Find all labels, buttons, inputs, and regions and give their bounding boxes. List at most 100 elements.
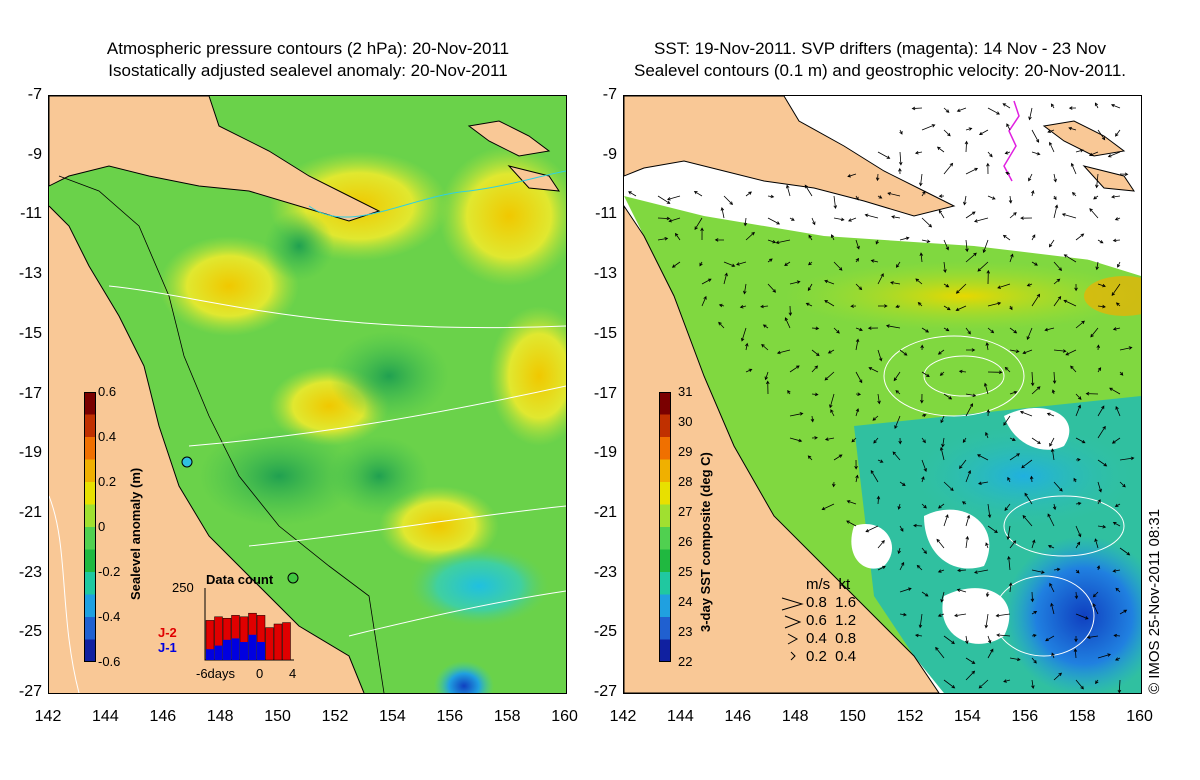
velocity-vector (1115, 302, 1121, 307)
velocity-vector (987, 525, 998, 534)
velocity-vector (987, 151, 993, 158)
right-title-line2: Sealevel contours (0.1 m) and geostrophi… (634, 61, 1126, 80)
velocity-vector (987, 648, 994, 659)
velocity-vector (833, 261, 843, 271)
inset-xlabel-zero: 0 (256, 666, 264, 681)
velocity-vector (872, 415, 879, 421)
velocity-vector (1047, 129, 1055, 133)
velocity-vector (1097, 129, 1106, 141)
velocity-vector (743, 283, 747, 295)
velocity-vector (986, 162, 990, 175)
inset-bar-j1 (206, 649, 214, 660)
velocity-vector (899, 612, 907, 617)
velocity-vector (1031, 437, 1041, 445)
velocity-vector (978, 679, 989, 689)
velocity-vector (832, 481, 836, 488)
x-tick-label: 152 (896, 708, 924, 725)
velocity-vector (1009, 437, 1016, 441)
colorbar-segment (84, 392, 96, 415)
velocity-vector (1119, 172, 1129, 177)
velocity-vector (987, 301, 1002, 307)
velocity-vector (983, 382, 989, 395)
velocity-vector (1119, 547, 1131, 556)
colorbar-tick-label: 29 (678, 444, 693, 459)
velocity-vector (1071, 191, 1077, 197)
velocity-vector (965, 635, 969, 645)
velocity-legend-row-3: 0.4 0.8 (806, 630, 857, 647)
y-tick-label: -21 (18, 503, 42, 521)
sealevel-high-4 (489, 306, 566, 446)
velocity-vector (973, 217, 989, 223)
colorbar-segment (84, 572, 96, 595)
velocity-vector (767, 239, 777, 244)
velocity-vector (1031, 189, 1035, 197)
velocity-vector (921, 591, 929, 597)
velocity-vector (787, 389, 791, 395)
velocity-vector (962, 437, 967, 443)
velocity-vector (784, 317, 791, 329)
velocity-vector (986, 409, 991, 417)
velocity-vector (1115, 406, 1121, 417)
velocity-vector (921, 413, 927, 418)
velocity-vector (1092, 603, 1099, 615)
velocity-vector (855, 338, 860, 351)
velocity-vector (701, 295, 707, 307)
velocity-vector (977, 481, 989, 485)
velocity-vector (1088, 151, 1099, 157)
velocity-vector (965, 327, 971, 335)
velocity-vector (1109, 387, 1121, 395)
velocity-vector (875, 173, 880, 182)
velocity-vector (1053, 278, 1061, 285)
velocity-vector (997, 283, 1011, 289)
x-tick-label: 144 (667, 708, 694, 725)
velocity-vector (1053, 173, 1057, 183)
velocity-vector (723, 195, 734, 206)
velocity-vector (1097, 405, 1105, 417)
velocity-vector (914, 633, 923, 638)
velocity-vector (674, 232, 681, 241)
velocity-vector (804, 184, 813, 197)
velocity-vector (1112, 569, 1121, 573)
velocity-vector (1029, 475, 1034, 483)
velocity-vector (851, 437, 857, 443)
velocity-vector (1075, 404, 1081, 417)
velocity-vector (1075, 148, 1084, 153)
velocity-vector (973, 569, 989, 574)
velocity-vector (720, 207, 725, 219)
colorbar-segment (84, 594, 96, 618)
velocity-vector (921, 503, 927, 509)
y-tick-label: -17 (593, 384, 617, 402)
y-tick-label: -7 (602, 86, 617, 103)
left-colorbar-title: Sealevel anomaly (m) (128, 467, 143, 600)
velocity-vector (961, 501, 967, 505)
velocity-vector (761, 343, 769, 351)
velocity-vector (943, 239, 949, 251)
imos-stamp: © IMOS 25-Nov-2011 08:31 (1146, 508, 1163, 694)
inset-bar-j2 (282, 622, 291, 661)
velocity-vector (1047, 544, 1055, 549)
colorbar-segment (84, 639, 96, 662)
pressure-contour-1 (108, 285, 566, 329)
x-tick-label: 156 (1011, 708, 1039, 725)
velocity-vector (987, 635, 992, 644)
colorbar-frame (659, 392, 671, 662)
velocity-vector (943, 305, 951, 311)
velocity-vector (919, 173, 923, 187)
sst-map (624, 96, 1141, 693)
velocity-vector (1096, 565, 1101, 571)
velocity-vector (920, 344, 924, 351)
velocity-vector (1026, 327, 1033, 341)
colorbar-segment (84, 527, 96, 550)
velocity-vector (897, 547, 901, 555)
x-tick-label: 152 (321, 708, 349, 725)
velocity-vector (965, 535, 970, 549)
colorbar-gradient (84, 392, 96, 662)
colorbar-segment (659, 639, 671, 662)
velocity-vector (827, 349, 835, 354)
velocity-vector (846, 520, 857, 527)
velocity-vector (915, 278, 923, 285)
sealevel-contour-1 (883, 335, 1025, 417)
velocity-vector (1068, 106, 1077, 110)
y-tick-label: -17 (18, 384, 42, 402)
velocity-vector (1075, 233, 1085, 241)
